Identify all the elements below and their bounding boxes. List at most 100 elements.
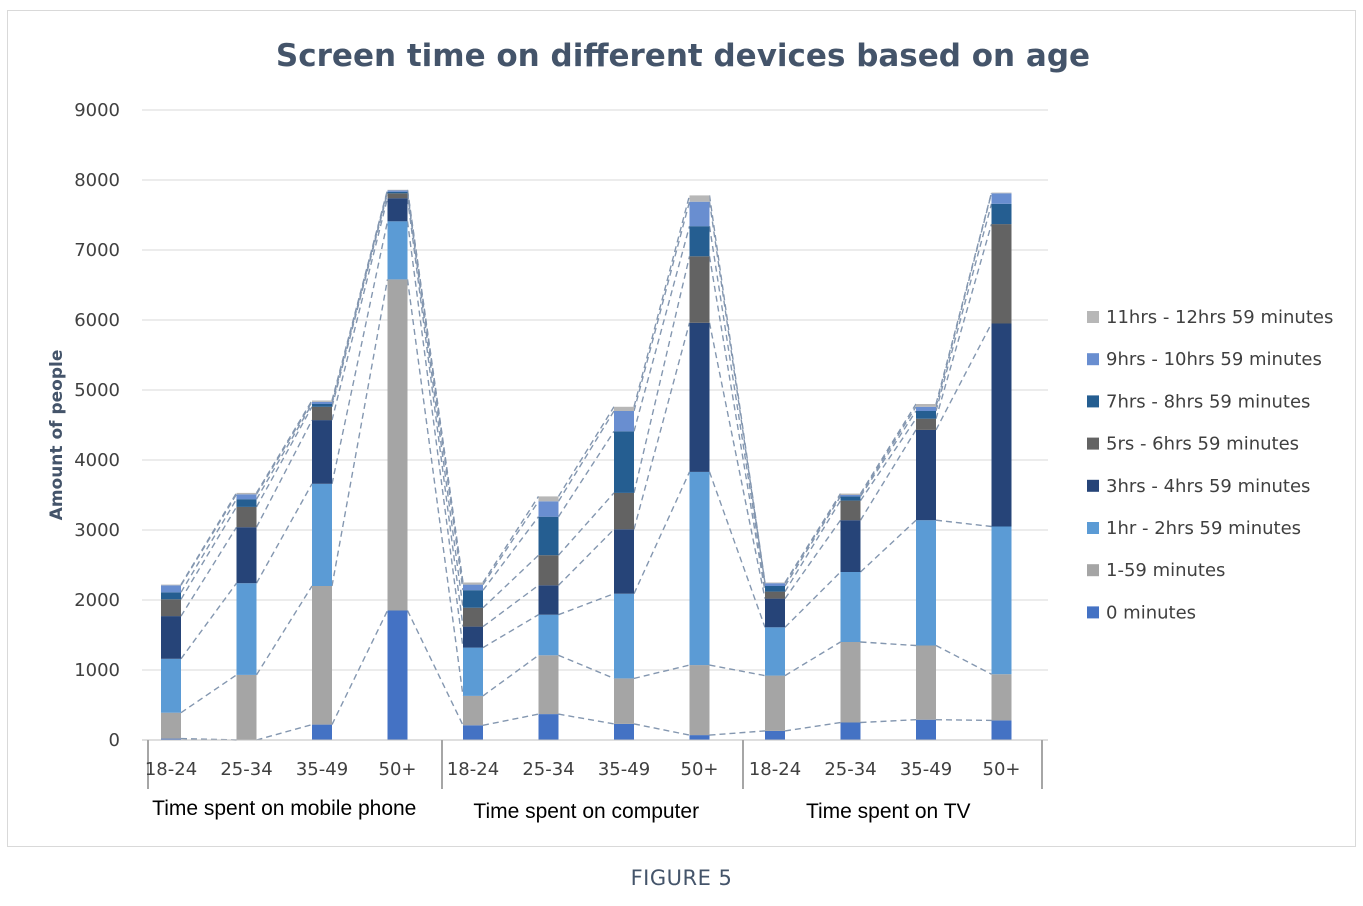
bar-segment: [161, 738, 181, 740]
bar-segment: [916, 429, 936, 521]
series-line: [331, 221, 389, 484]
bar-segment: [236, 583, 257, 675]
series-line: [633, 322, 691, 530]
x-category-label: 50+: [983, 759, 1021, 780]
series-line: [482, 654, 539, 697]
series-line: [709, 730, 766, 736]
series-line: [633, 195, 691, 407]
legend-item: 1hr - 2hrs 59 minutes: [1087, 518, 1301, 539]
bar-segment: [463, 647, 483, 696]
series-line: [784, 571, 841, 628]
bar-segment: [916, 404, 936, 407]
bar-segment: [689, 665, 710, 736]
series-line: [633, 256, 691, 494]
bar-segment: [463, 607, 483, 627]
bar-segment: [916, 520, 936, 646]
series-line: [859, 406, 917, 496]
bar-segment: [840, 642, 861, 723]
x-category-label: 25-34: [824, 759, 876, 780]
series-line: [255, 401, 313, 495]
bar-segment: [236, 506, 257, 528]
series-line: [558, 528, 615, 586]
series-line: [859, 403, 917, 494]
bar-segment: [236, 527, 257, 584]
series-line: [784, 641, 841, 677]
series-line: [859, 429, 917, 521]
bar-segment: [463, 590, 483, 608]
series-line: [406, 610, 464, 726]
bar-segment: [840, 496, 861, 501]
legend-swatch: [1087, 437, 1099, 450]
series-line: [708, 195, 766, 583]
series-line: [784, 519, 842, 600]
series-line: [633, 201, 691, 412]
series-line: [406, 189, 464, 583]
legend-swatch: [1087, 522, 1099, 534]
bar-segment: [765, 598, 785, 628]
series-line: [633, 723, 690, 736]
series-line: [482, 614, 539, 649]
y-tick-labels: 0 1000 2000 3000 4000 5000 6000 7000 8000 9000: [74, 100, 120, 751]
legend-label: 7hrs - 8hrs 59 minutes: [1106, 391, 1310, 412]
bar-segment: [387, 190, 408, 192]
series-line: [180, 526, 238, 617]
series-line: [255, 483, 313, 584]
legend-swatch: [1087, 564, 1099, 577]
x-category-label: 35-49: [598, 759, 650, 780]
bar-segment: [916, 411, 936, 419]
series-line: [406, 279, 464, 696]
bar-segment: [765, 591, 785, 599]
series-line: [406, 198, 464, 627]
bar-segment: [161, 599, 181, 617]
y-tick-label: 0: [109, 730, 120, 751]
series-line: [180, 674, 237, 714]
series-line: [331, 189, 389, 401]
series-line: [708, 471, 766, 628]
bar-segment: [538, 614, 559, 656]
series-connector-lines: [180, 189, 993, 741]
bar-segment: [614, 529, 634, 594]
x-group-label: Time spent on computer: [473, 800, 699, 823]
bar-segment: [387, 191, 408, 194]
series-line: [557, 410, 615, 502]
bar-segment: [916, 418, 936, 430]
gridlines: [142, 109, 1048, 671]
bar-segment: [689, 735, 710, 740]
bar-segment: [614, 411, 634, 432]
bar-segment: [312, 401, 332, 404]
legend-label: 9hrs - 10hrs 59 minutes: [1106, 349, 1322, 370]
bar-segment: [463, 584, 483, 591]
series-line: [557, 430, 615, 518]
y-tick-label: 8000: [74, 170, 120, 191]
x-category-label: 25-34: [522, 759, 574, 780]
x-category-label: 18-24: [447, 759, 499, 780]
x-category-labels: 18-24 25-34 35-49 50+ 18-24 25-34 35-49 50+ 18-2…: [145, 759, 1021, 780]
series-line: [633, 226, 691, 432]
bar-segment: [840, 493, 861, 495]
legend-swatch: [1087, 353, 1099, 366]
series-line: [558, 713, 615, 725]
series-line: [557, 492, 615, 556]
legend-item: 5rs - 6hrs 59 minutes: [1087, 434, 1299, 455]
bar-segment: [387, 198, 408, 222]
bar-segment: [991, 203, 1012, 225]
series-line: [331, 198, 389, 421]
bar-segment: [614, 406, 634, 411]
bar-segment: [161, 584, 181, 586]
series-line: [256, 723, 313, 741]
bar-segment: [538, 555, 559, 586]
x-group-labels: Time spent on mobile phone Time spent on …: [152, 797, 970, 823]
series-line: [784, 500, 842, 592]
bar-segment: [991, 192, 1012, 194]
bar-segment: [840, 722, 861, 740]
bar-segment: [840, 495, 861, 497]
bar-segment: [765, 730, 785, 740]
bar-segment: [765, 582, 785, 584]
legend-label: 0 minutes: [1106, 602, 1196, 623]
series-line: [708, 201, 766, 584]
series-line: [935, 323, 993, 431]
bar-segments: [161, 189, 1012, 740]
series-line: [255, 400, 313, 494]
series-line: [255, 585, 313, 676]
series-line: [558, 593, 615, 616]
